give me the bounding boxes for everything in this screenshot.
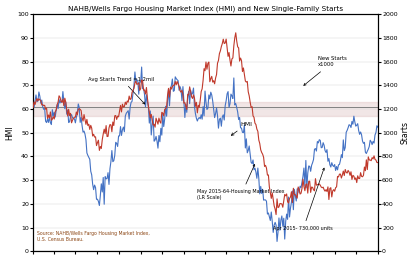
Text: May 2015-64-Housing Market Index
(LR Scale): May 2015-64-Housing Market Index (LR Sca… — [198, 165, 285, 200]
Text: New Starts
x1000: New Starts x1000 — [304, 56, 347, 85]
Text: Source: NAHB/Wells Fargo Housing Market Index,
U.S. Census Bureau.: Source: NAHB/Wells Fargo Housing Market … — [37, 231, 149, 242]
Title: NAHB/Wells Fargo Housing Market Index (HMI) and New Single-Family Starts: NAHB/Wells Fargo Housing Market Index (H… — [68, 5, 343, 12]
Text: Avg Starts Trend =1.2mil: Avg Starts Trend =1.2mil — [88, 76, 155, 104]
Text: HMI: HMI — [231, 122, 253, 135]
Y-axis label: HMI: HMI — [5, 125, 15, 140]
Text: Apr 2015- 730,000 units: Apr 2015- 730,000 units — [273, 168, 333, 231]
Y-axis label: Starts: Starts — [400, 121, 410, 144]
Bar — [33, 102, 378, 116]
